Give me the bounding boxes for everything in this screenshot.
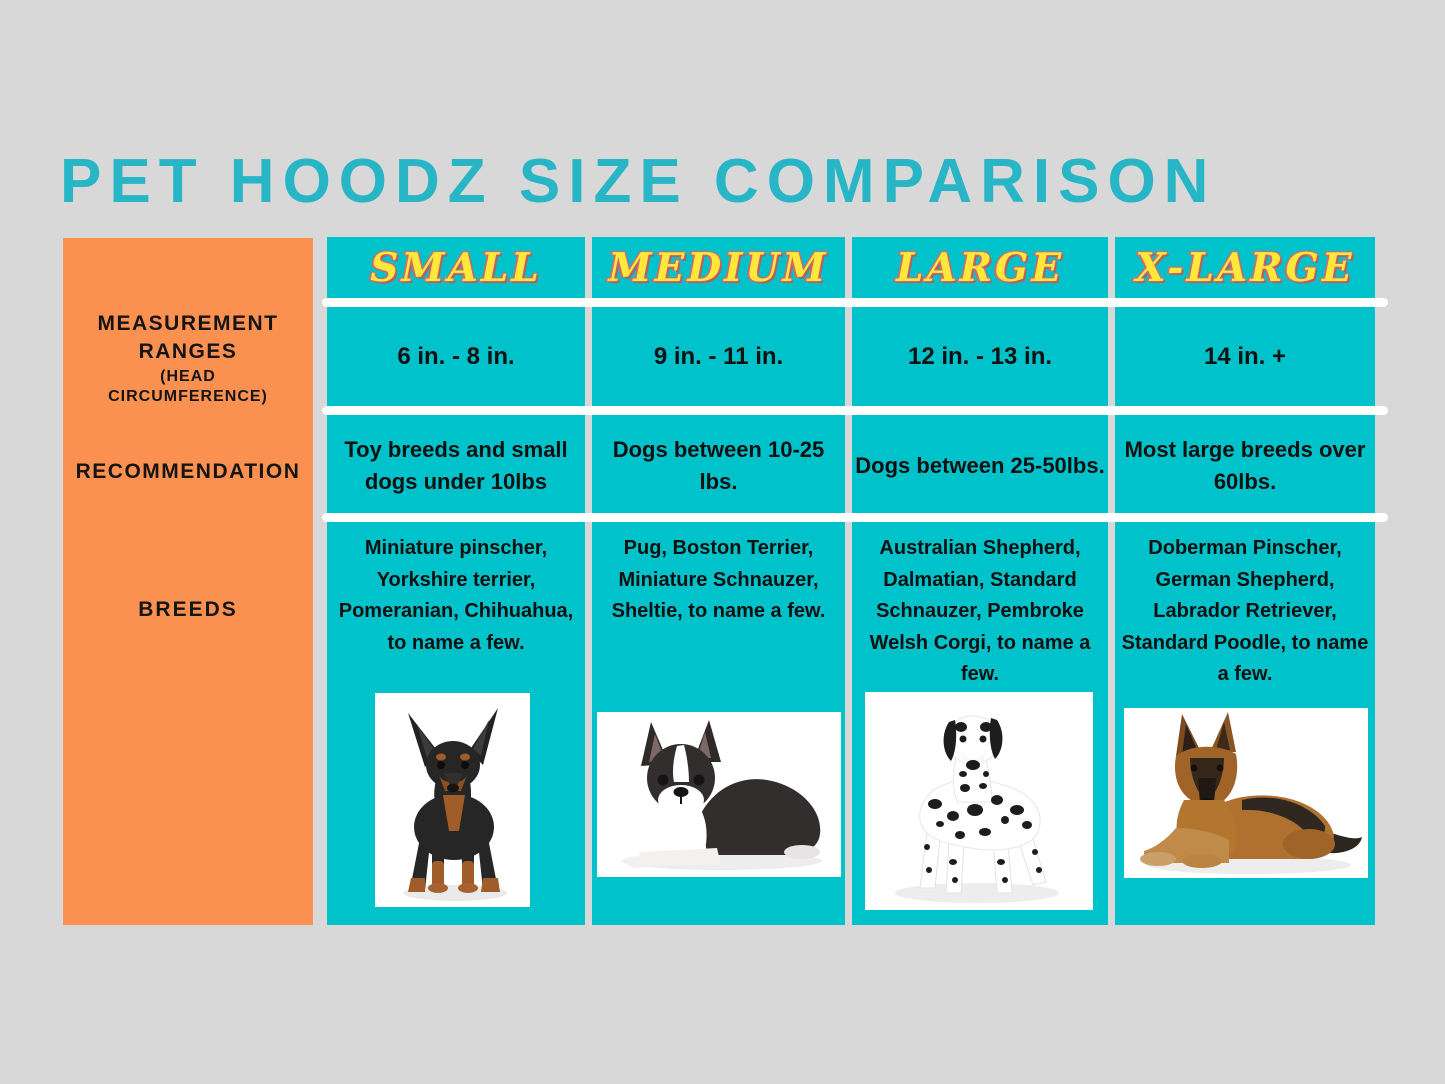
measurement-label-line1: MEASUREMENT xyxy=(97,312,279,335)
row-label-sidebar: MEASUREMENT RANGES (HEAD CIRCUMFERENCE) … xyxy=(63,238,313,925)
size-column-xlarge: X-LARGE 14 in. + Most large breeds over … xyxy=(1115,237,1375,925)
recommendation-row-label: RECOMMENDATION xyxy=(75,460,301,483)
measurement-label-line2: RANGES xyxy=(138,340,238,364)
miniature-pinscher-illustration xyxy=(403,708,507,901)
breeds-row-label: BREEDS xyxy=(138,598,238,621)
recommendation-value-large: Dogs between 25-50lbs. xyxy=(855,452,1105,478)
page-title: PET HOODZ SIZE COMPARISON xyxy=(60,147,1217,216)
measurement-value-xlarge: 14 in. + xyxy=(1203,343,1287,370)
size-header-xlarge: X-LARGE xyxy=(1135,245,1355,291)
recommendation-value-medium: Dogs between 10-25 lbs. xyxy=(612,436,825,494)
breeds-value-large: Australian Shepherd, Dalmatian, Standard… xyxy=(869,537,1091,686)
measurement-value-medium: 9 in. - 11 in. xyxy=(653,343,784,370)
dalmatian-spots xyxy=(924,771,1042,883)
row-separator-line-2 xyxy=(322,406,1388,415)
recommendation-value-xlarge: Most large breeds over 60lbs. xyxy=(1124,436,1366,494)
german-shepherd-photo xyxy=(1124,708,1368,878)
row-separator-line-3 xyxy=(322,513,1388,522)
breeds-value-small: Miniature pinscher, Yorkshire terrier, P… xyxy=(338,537,574,654)
size-column-small: SMALL 6 in. - 8 in. Toy breeds and small… xyxy=(327,237,585,925)
breeds-value-xlarge: Doberman Pinscher, German Shepherd, Labr… xyxy=(1121,537,1369,686)
measurement-value-large: 12 in. - 13 in. xyxy=(907,343,1053,370)
breeds-value-medium: Pug, Boston Terrier, Miniature Schnauzer… xyxy=(611,537,826,623)
measurement-sublabel-line2: CIRCUMFERENCE) xyxy=(108,387,268,405)
german-shepherd-illustration xyxy=(1140,712,1362,874)
dalmatian-illustration xyxy=(895,715,1059,903)
row-separator-line-1 xyxy=(322,298,1388,307)
recommendation-value-small: Toy breeds and small dogs under 10lbs xyxy=(344,436,568,494)
dalmatian-photo xyxy=(865,692,1093,910)
size-header-large: LARGE xyxy=(895,245,1065,291)
boston-terrier-illustration xyxy=(614,720,822,870)
boston-terrier-photo xyxy=(597,712,841,877)
size-header-medium: MEDIUM xyxy=(608,245,829,291)
miniature-pinscher-photo xyxy=(375,693,530,907)
measurement-row-label: MEASUREMENT RANGES (HEAD CIRCUMFERENCE) xyxy=(63,310,313,407)
measurement-value-small: 6 in. - 8 in. xyxy=(397,343,515,370)
size-header-small: SMALL xyxy=(370,245,542,291)
size-column-medium: MEDIUM 9 in. - 11 in. Dogs between 10-25… xyxy=(592,237,845,925)
size-column-large: LARGE 12 in. - 13 in. Dogs between 25-50… xyxy=(852,237,1108,925)
measurement-sublabel-line1: (HEAD xyxy=(160,367,216,385)
